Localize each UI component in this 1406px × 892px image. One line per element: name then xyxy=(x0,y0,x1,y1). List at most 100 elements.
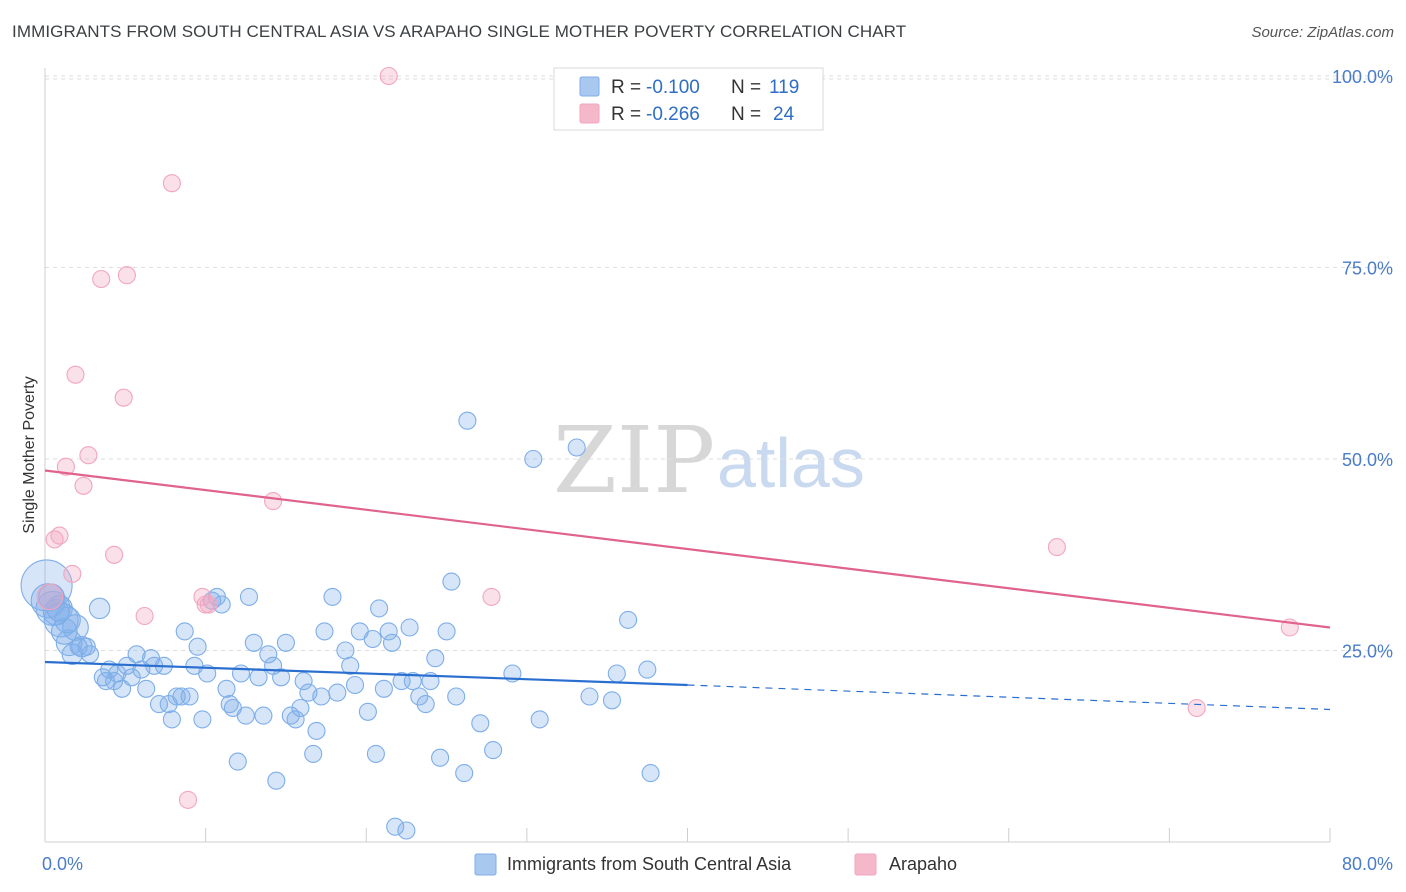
point-arapaho xyxy=(105,545,124,564)
point-arapaho xyxy=(135,606,154,626)
point-immigrants xyxy=(580,687,599,706)
point-immigrants xyxy=(323,587,342,606)
point-immigrants xyxy=(149,695,169,714)
point-immigrants xyxy=(382,633,402,652)
point-immigrants xyxy=(484,741,503,760)
legend-swatch-blue xyxy=(579,76,600,97)
y-tick-labels: 25.0% 50.0% 75.0% 100.0% xyxy=(1332,67,1393,662)
point-arapaho xyxy=(56,457,75,476)
point-immigrants xyxy=(397,821,416,840)
point-immigrants xyxy=(272,668,291,687)
trend-line-immigrants xyxy=(44,660,688,687)
trend-lines xyxy=(44,469,1331,711)
legend-swatch-pink xyxy=(579,103,600,124)
point-arapaho xyxy=(178,790,198,809)
point-immigrants xyxy=(137,679,156,698)
point-arapaho xyxy=(1047,538,1066,557)
point-arapaho xyxy=(50,526,69,545)
watermark-atlas: atlas xyxy=(717,424,865,502)
point-arapaho xyxy=(264,492,283,511)
point-immigrants xyxy=(244,633,263,652)
point-arapaho xyxy=(1187,698,1206,718)
point-arapaho xyxy=(162,174,181,193)
source-label: Source: ZipAtlas.com xyxy=(1251,24,1394,41)
point-immigrants xyxy=(447,687,466,706)
point-immigrants xyxy=(363,629,382,649)
point-immigrants xyxy=(167,687,186,706)
point-immigrants xyxy=(602,691,622,710)
point-immigrants xyxy=(88,597,111,620)
watermark: ZIP atlas xyxy=(553,407,865,514)
point-immigrants xyxy=(286,710,305,729)
x-ticks xyxy=(44,828,1331,842)
legend-r-label-pink: R = xyxy=(611,104,641,125)
point-immigrants xyxy=(374,679,393,698)
point-immigrants xyxy=(291,698,310,718)
point-immigrants xyxy=(249,668,268,687)
point-arapaho xyxy=(379,66,398,86)
series-legend: Immigrants from South Central Asia Arapa… xyxy=(474,853,957,876)
point-immigrants xyxy=(236,706,255,725)
point-immigrants xyxy=(228,752,247,771)
point-immigrants xyxy=(366,744,385,763)
point-immigrants xyxy=(336,641,355,660)
point-arapaho xyxy=(66,365,85,384)
gridlines xyxy=(45,75,1392,651)
bottom-legend-label-blue: Immigrants from South Central Asia xyxy=(507,854,792,874)
point-immigrants xyxy=(175,622,194,641)
y-axis-label: Single Mother Poverty xyxy=(21,376,38,533)
point-immigrants xyxy=(122,668,141,687)
point-immigrants xyxy=(426,649,445,668)
point-immigrants xyxy=(180,687,199,706)
point-immigrants xyxy=(416,695,435,714)
point-immigrants xyxy=(641,764,660,783)
point-arapaho xyxy=(199,595,218,614)
point-immigrants xyxy=(431,748,450,767)
point-immigrants xyxy=(254,706,273,725)
point-arapaho xyxy=(74,476,93,495)
watermark-zip: ZIP xyxy=(553,407,715,514)
point-immigrants xyxy=(358,702,377,721)
point-immigrants xyxy=(231,664,251,683)
trend-line-immigrants-extrapolated xyxy=(687,684,1331,711)
point-immigrants xyxy=(162,710,181,729)
point-immigrants xyxy=(259,645,278,664)
point-immigrants xyxy=(193,710,212,729)
point-immigrants xyxy=(315,622,334,641)
point-arapaho xyxy=(482,587,501,606)
legend-n-value-pink: 24 xyxy=(773,104,795,125)
bottom-legend-swatch-blue xyxy=(474,853,497,876)
legend-n-label-blue: N = xyxy=(731,77,761,98)
point-immigrants xyxy=(239,587,259,606)
point-immigrants xyxy=(410,687,429,706)
point-immigrants xyxy=(567,438,586,457)
point-arapaho xyxy=(79,446,98,465)
point-immigrants xyxy=(294,672,313,691)
y-tick-label: 100.0% xyxy=(1332,67,1393,87)
series-arapaho xyxy=(36,66,1299,809)
series-immigrants-south-central-asia xyxy=(20,411,660,840)
y-tick-label: 75.0% xyxy=(1342,259,1393,279)
point-arapaho xyxy=(117,266,136,285)
point-immigrants xyxy=(437,622,456,641)
trend-line-arapaho xyxy=(44,469,1331,629)
legend-n-label-pink: N = xyxy=(731,104,761,125)
point-immigrants xyxy=(55,629,83,657)
point-immigrants xyxy=(62,614,89,641)
stats-legend: R = -0.100 N = 119 R = -0.266 N = 24 xyxy=(553,67,824,131)
point-arapaho xyxy=(36,583,64,611)
point-immigrants xyxy=(54,606,81,634)
point-immigrants xyxy=(379,622,398,641)
point-immigrants xyxy=(312,687,331,706)
point-immigrants xyxy=(307,721,326,740)
x-tick-label-max: 80.0% xyxy=(1342,854,1393,874)
point-immigrants xyxy=(198,664,217,683)
point-immigrants xyxy=(455,764,474,783)
point-immigrants xyxy=(442,572,461,591)
point-arapaho xyxy=(114,388,133,407)
bottom-legend-swatch-pink xyxy=(854,853,877,876)
point-immigrants xyxy=(345,675,365,695)
point-immigrants xyxy=(403,672,422,691)
point-immigrants xyxy=(400,618,419,637)
